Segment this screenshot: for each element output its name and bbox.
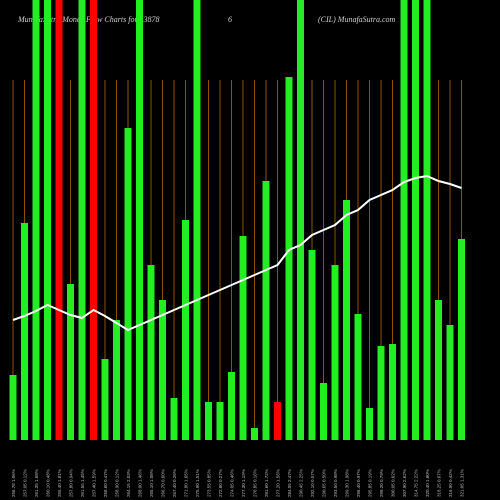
bar	[331, 265, 339, 440]
bar	[136, 0, 143, 440]
x-tick-label: 258.60 0.47%	[103, 469, 108, 497]
bar	[285, 77, 293, 440]
bar	[274, 402, 281, 440]
x-tick-label: 257.80 0.94%	[69, 469, 74, 497]
bar	[101, 359, 109, 440]
bar	[182, 220, 189, 440]
x-tick-label: 257.40 1.59%	[92, 469, 97, 497]
bar	[216, 402, 224, 440]
x-tick-label: 264.15 2.03%	[126, 469, 131, 497]
x-tick-label: 274.05 0.46%	[230, 469, 235, 497]
x-tick-label: 320.40 1.80%	[425, 469, 430, 497]
bar	[389, 344, 396, 440]
bar	[147, 265, 155, 440]
chart-title-part: (CIL) MunafaSutra.com	[318, 15, 396, 24]
x-tick-label: 276.85 0.16%	[253, 469, 258, 497]
x-tick-label: 273.55 0.85%	[207, 469, 212, 497]
bar	[377, 346, 385, 440]
x-tick-label: 296.40 0.97%	[356, 469, 361, 497]
bar	[159, 300, 166, 440]
x-tick-label: 290.65 0.50%	[322, 469, 327, 497]
bar	[320, 383, 327, 440]
bar	[170, 398, 178, 440]
bar	[446, 325, 454, 440]
x-tick-label: 277.20 1.56%	[276, 469, 281, 497]
x-tick-label: 256.78 1.06%	[11, 469, 16, 497]
bar	[21, 223, 28, 440]
bar	[78, 0, 86, 440]
bar	[297, 0, 304, 440]
bar	[366, 408, 373, 440]
bar	[308, 250, 316, 440]
x-tick-label: 290.45 2.25%	[299, 469, 304, 497]
x-tick-label: 293.50 0.98%	[333, 469, 338, 497]
x-tick-label: 314.75 2.22%	[414, 469, 419, 497]
bar	[205, 402, 212, 440]
x-tick-label: 281.60 1.72%	[264, 469, 269, 497]
x-tick-label: 257.05 0.12%	[23, 469, 28, 497]
x-tick-label: 267.40 0.26%	[172, 469, 177, 497]
x-tick-label: 271.80 1.65%	[184, 469, 189, 497]
bar	[423, 0, 431, 440]
chart-title: MunafaSutra Money Flow Charts for 53878	[17, 15, 160, 24]
x-tick-label: 292.10 0.57%	[310, 469, 315, 497]
x-tick-label: 258.90 0.12%	[115, 469, 120, 497]
bar	[44, 0, 51, 440]
bar	[193, 0, 201, 440]
bar	[113, 320, 120, 440]
x-tick-label: 295.85 0.19%	[368, 469, 373, 497]
x-tick-label: 307.90 2.62%	[402, 469, 407, 497]
x-tick-label: 284.05 2.47%	[287, 469, 292, 497]
x-tick-label: 316.90 0.42%	[448, 469, 453, 497]
chart-title-part: 6	[228, 15, 232, 24]
bar	[251, 428, 258, 440]
bar	[262, 181, 270, 440]
bar	[55, 0, 63, 440]
x-tick-label: 298.20 0.79%	[379, 469, 384, 497]
bar	[343, 200, 350, 440]
bar	[67, 284, 74, 440]
x-tick-label: 318.25 0.67%	[437, 469, 442, 497]
x-tick-label: 275.90 1.51%	[195, 469, 200, 497]
x-tick-label: 265.10 1.08%	[149, 469, 154, 497]
bar	[412, 0, 419, 440]
x-tick-label: 321.05 1.31%	[460, 469, 465, 497]
x-tick-label: 277.30 1.19%	[241, 469, 246, 497]
bar	[400, 0, 408, 440]
x-tick-label: 272.80 0.27%	[218, 469, 223, 497]
bar	[90, 0, 97, 440]
bar	[354, 314, 362, 440]
bar	[32, 0, 40, 440]
x-tick-label: 261.35 1.68%	[34, 469, 39, 497]
average-line	[12, 174, 462, 332]
bar	[9, 375, 17, 440]
bar	[228, 372, 235, 440]
x-tick-label: 299.30 1.98%	[345, 469, 350, 497]
bar	[239, 236, 247, 440]
x-tick-label: 268.00 1.46%	[138, 469, 143, 497]
x-tick-label: 260.10 0.48%	[46, 469, 51, 497]
x-tick-label: 255.40 1.81%	[57, 469, 62, 497]
bar	[435, 300, 442, 440]
bar	[458, 239, 465, 440]
x-tick-label: 261.55 1.45%	[80, 469, 85, 497]
x-tick-label: 266.70 0.60%	[161, 469, 166, 497]
bar	[124, 128, 132, 440]
x-tick-label: 300.05 0.62%	[391, 469, 396, 497]
